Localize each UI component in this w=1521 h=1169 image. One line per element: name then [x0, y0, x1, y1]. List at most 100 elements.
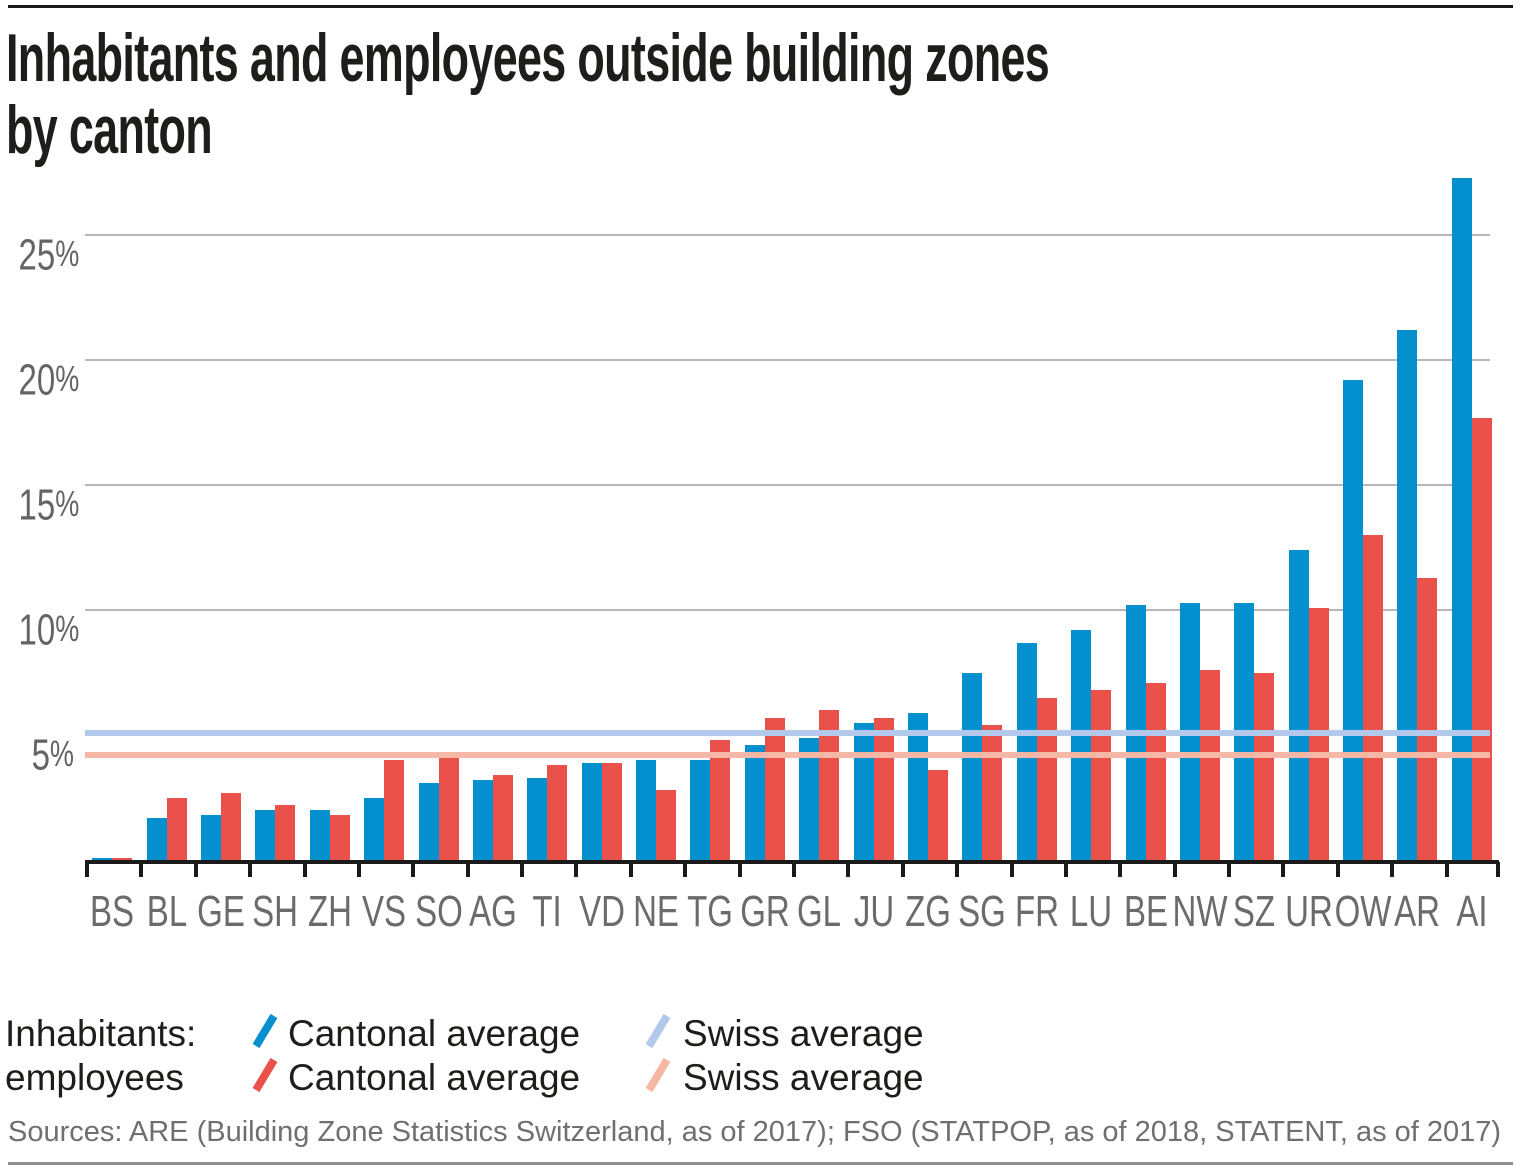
x-tick — [1227, 862, 1232, 877]
x-tick — [520, 862, 525, 877]
bar-employees-NE — [656, 790, 677, 860]
y-tick-label-25pct: 25% — [18, 230, 80, 280]
x-axis-label-FR: FR — [1014, 887, 1059, 936]
y-tick-number: 15 — [18, 480, 56, 530]
x-tick — [302, 862, 307, 877]
page-title-line2: by canton — [6, 92, 213, 168]
x-axis-label-GL: GL — [797, 887, 842, 936]
x-tick — [1009, 862, 1014, 877]
bar-inhabitants-VD — [581, 762, 602, 860]
bar-inhabitants-SO — [418, 782, 439, 860]
x-tick — [248, 862, 253, 877]
x-tick — [1335, 862, 1340, 877]
percent-sign: % — [55, 483, 80, 524]
bar-employees-AR — [1417, 577, 1438, 860]
bar-employees-BS — [112, 857, 133, 860]
bar-employees-NW — [1199, 670, 1220, 860]
page-title: Inhabitants and employees outside buildi… — [6, 20, 1050, 168]
bar-employees-GR — [764, 717, 785, 860]
bar-inhabitants-OW — [1343, 380, 1364, 860]
bar-employees-BL — [166, 797, 187, 860]
x-tick — [1172, 862, 1177, 877]
x-tick — [1063, 862, 1068, 877]
bar-inhabitants-GE — [200, 815, 221, 860]
percent-sign: % — [55, 358, 80, 399]
y-tick-number: 20 — [18, 355, 56, 405]
x-axis-label-JU: JU — [853, 887, 894, 936]
x-tick — [1281, 862, 1286, 877]
y-tick-number: 5 — [31, 730, 50, 780]
bar-employees-OW — [1363, 535, 1384, 860]
bar-employees-ZG — [927, 770, 948, 860]
x-tick — [792, 862, 796, 877]
x-tick — [1496, 862, 1500, 877]
bar-employees-VD — [601, 762, 622, 860]
x-axis-label-ZG: ZG — [905, 887, 951, 936]
x-axis-label-AI: AI — [1456, 887, 1488, 936]
bar-employees-AI — [1471, 417, 1492, 860]
bar-inhabitants-TI — [527, 777, 548, 860]
y-gridline-15pct — [85, 484, 1490, 486]
bar-inhabitants-SH — [255, 810, 276, 860]
y-gridline-10pct — [85, 609, 1490, 611]
legend-row2-label: employees — [5, 1057, 184, 1098]
bar-inhabitants-UR — [1288, 550, 1309, 860]
legend-row1-swiss-label: Swiss average — [683, 1013, 924, 1054]
x-tick — [139, 862, 144, 877]
legend-row2-cantonal-label: Cantonal average — [288, 1057, 581, 1098]
x-axis-label-BL: BL — [146, 887, 187, 936]
bar-employees-VS — [384, 760, 405, 860]
bar-employees-AG — [492, 775, 513, 860]
legend-row1-cantonal-label: Cantonal average — [288, 1013, 581, 1054]
y-gridline-20pct — [85, 359, 1490, 361]
bar-employees-SZ — [1254, 672, 1275, 860]
x-axis-label-ZH: ZH — [307, 887, 352, 936]
x-axis-label-SG: SG — [958, 887, 1007, 936]
bar-inhabitants-JU — [853, 722, 874, 860]
bar-inhabitants-AI — [1451, 177, 1472, 860]
y-tick-number: 10 — [18, 605, 56, 655]
percent-sign: % — [55, 233, 80, 274]
y-tick-number: 25 — [18, 230, 56, 280]
page-title-line1: Inhabitants and employees outside buildi… — [6, 20, 1050, 96]
chart-plot: 5% 10% 15% 20% 25% BS BL GE SH ZH VS SO AG TI VD NE TG GR… — [18, 177, 1500, 936]
x-axis-label-AG: AG — [469, 887, 517, 936]
bar-inhabitants-LU — [1071, 630, 1092, 860]
bar-employees-SO — [438, 757, 459, 860]
bar-inhabitants-AG — [472, 780, 493, 860]
employees-cantonal-slash-icon — [252, 1058, 278, 1092]
x-axis-label-SH: SH — [252, 887, 299, 936]
x-tick — [900, 862, 905, 877]
bottom-rule — [8, 1162, 1513, 1165]
bar-employees-GL — [819, 710, 840, 860]
swiss-average-line-inhabitants — [85, 729, 1490, 736]
bar-inhabitants-FR — [1016, 642, 1037, 860]
bar-inhabitants-BS — [92, 857, 113, 860]
x-tick — [1444, 862, 1449, 877]
x-tick — [1390, 862, 1395, 877]
x-axis-label-NE: NE — [633, 887, 679, 936]
x-axis-label-GE: GE — [197, 887, 245, 936]
x-axis-label-UR: UR — [1284, 887, 1333, 936]
bar-inhabitants-SG — [962, 672, 983, 860]
x-tick — [1118, 862, 1123, 877]
bar-employees-TI — [547, 765, 568, 860]
bar-inhabitants-AR — [1397, 330, 1418, 860]
inhabitants-swiss-slash-icon — [645, 1014, 671, 1048]
x-tick — [465, 862, 470, 877]
x-tick — [411, 862, 416, 877]
bar-employees-JU — [873, 717, 894, 860]
top-rule — [8, 5, 1513, 8]
x-axis-label-BE: BE — [1123, 887, 1168, 936]
x-axis-label-AR: AR — [1394, 887, 1441, 936]
bar-employees-SG — [982, 725, 1003, 860]
x-tick — [737, 862, 742, 877]
bar-employees-FR — [1036, 697, 1057, 860]
source-text: Sources: ARE (Building Zone Statistics S… — [8, 1116, 1502, 1148]
x-axis-label-LU: LU — [1070, 887, 1113, 936]
bar-inhabitants-ZH — [309, 810, 330, 860]
employees-swiss-slash-icon — [645, 1058, 671, 1092]
x-tick — [955, 862, 960, 877]
x-axis-label-TI: TI — [532, 887, 562, 936]
